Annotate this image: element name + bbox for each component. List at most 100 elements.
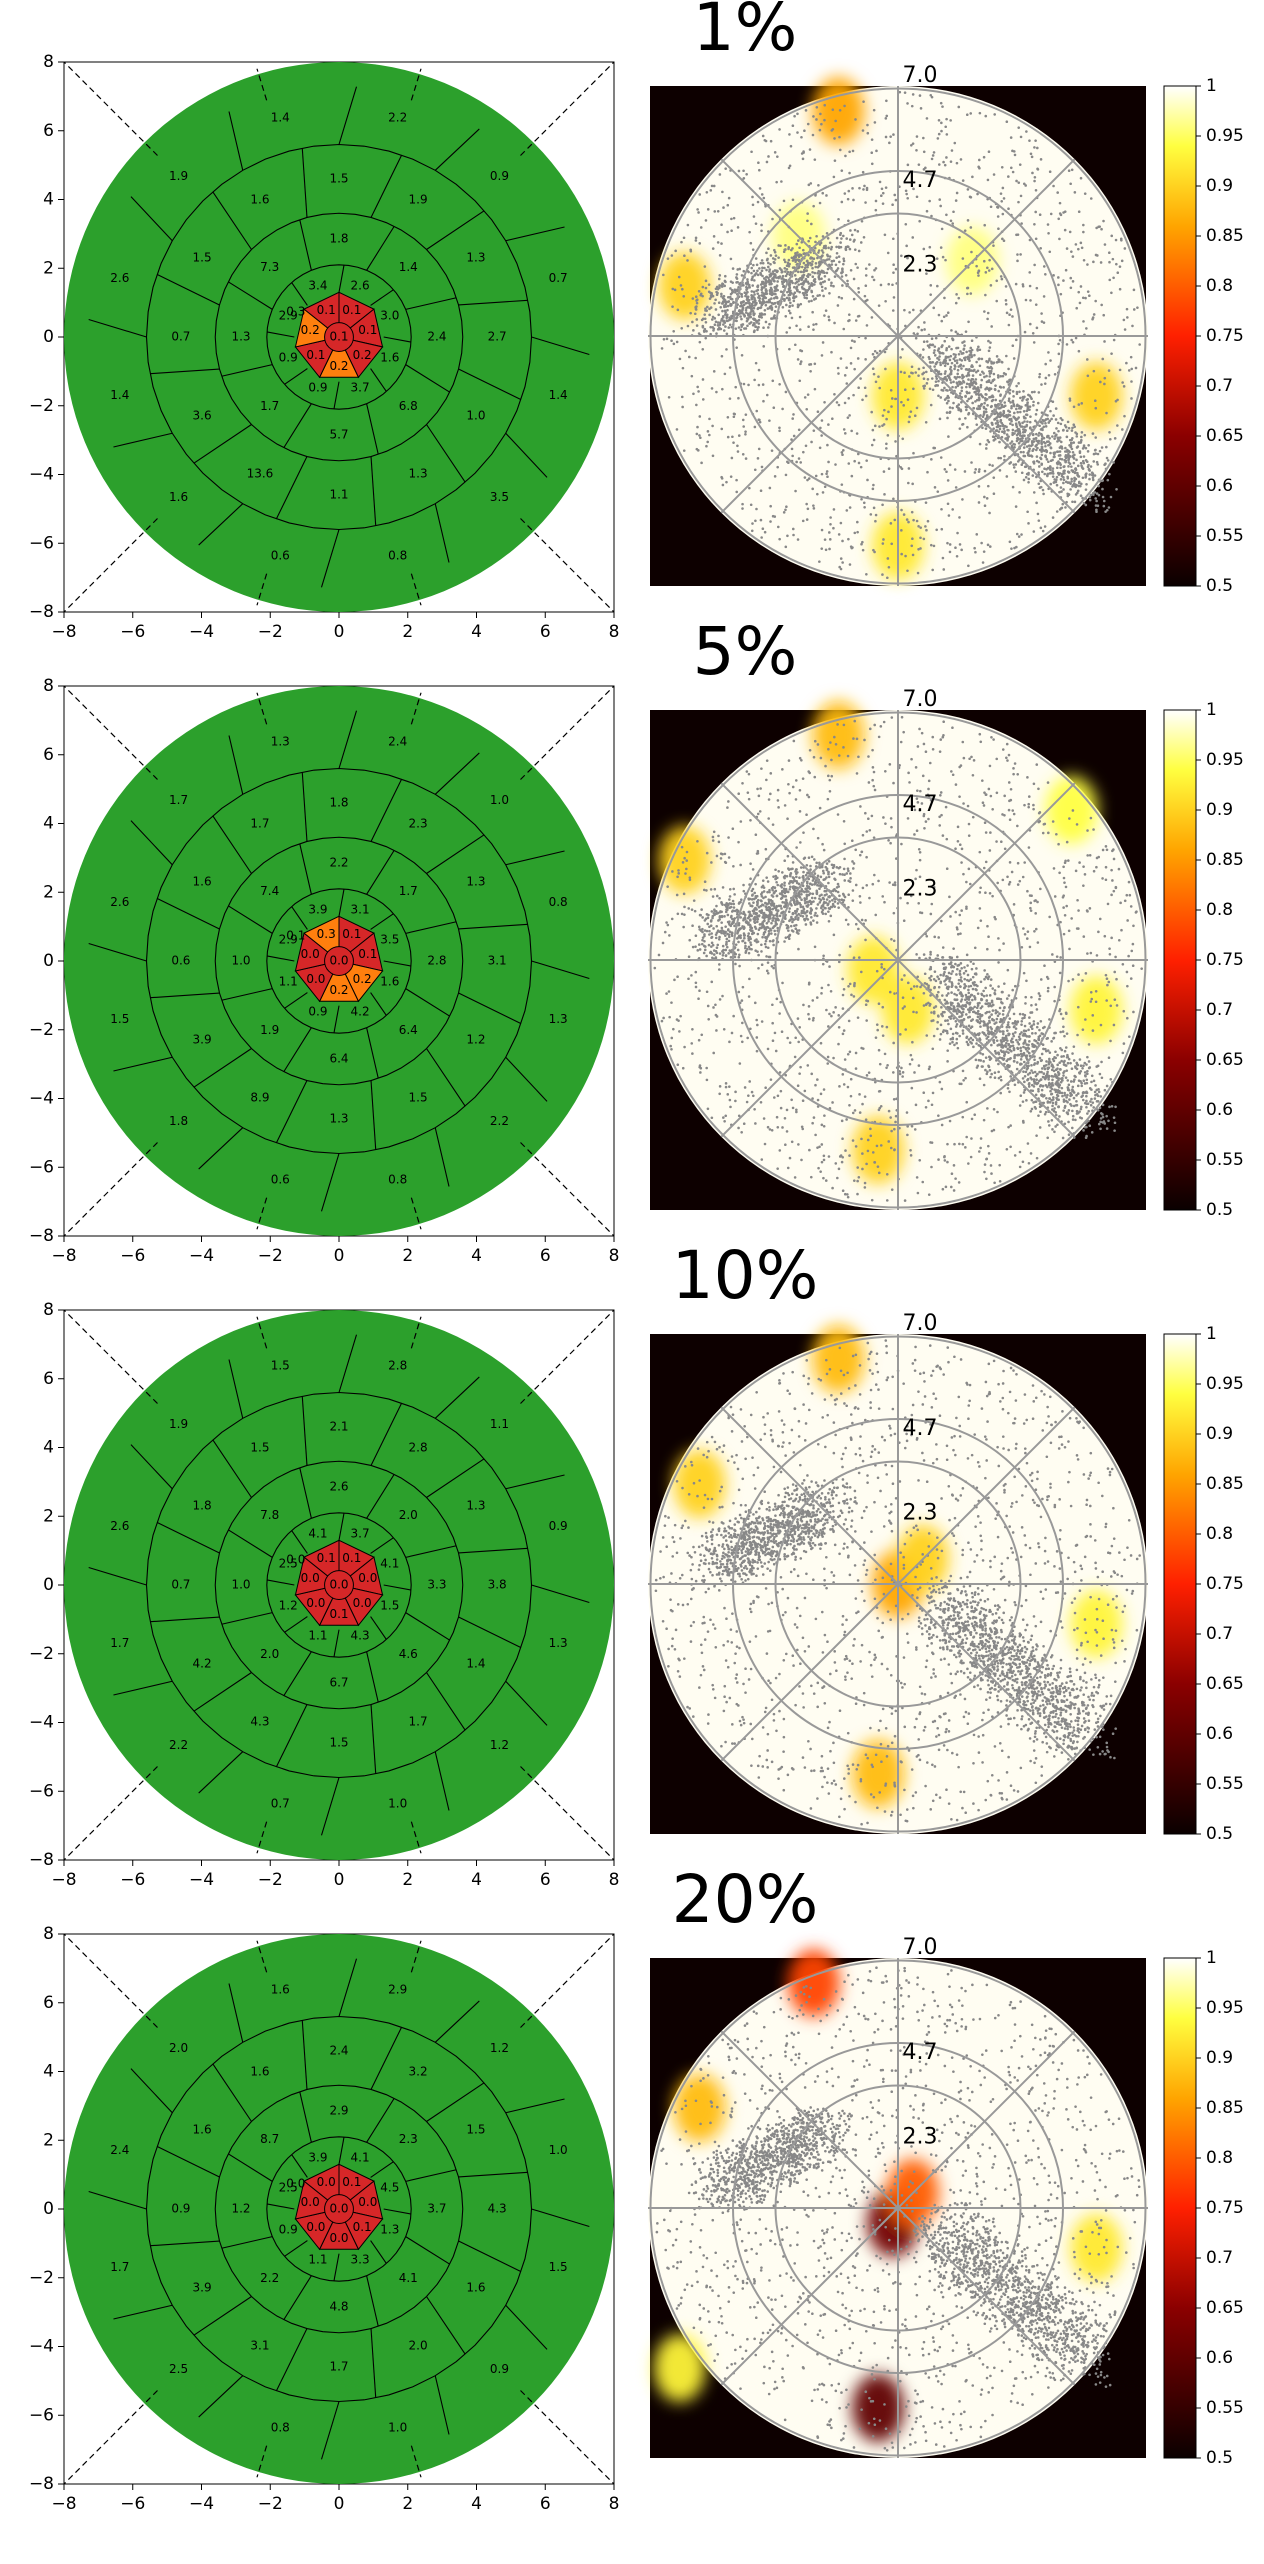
scatter-point: [996, 355, 999, 358]
scatter-point: [817, 837, 820, 840]
scatter-point: [988, 463, 991, 466]
scatter-point: [1110, 869, 1113, 872]
scatter-point: [698, 989, 701, 992]
scatter-point: [796, 131, 799, 134]
scatter-point: [861, 1103, 864, 1106]
scatter-point: [1010, 788, 1013, 791]
scatter-point: [755, 1019, 758, 1022]
scatter-point: [803, 274, 806, 277]
scatter-point: [690, 974, 693, 977]
scatter-point: [1079, 302, 1082, 305]
scatter-point: [1014, 154, 1017, 157]
scatter-point: [958, 1082, 961, 1085]
scatter-point: [906, 1134, 909, 1137]
scatter-point: [742, 169, 745, 172]
scatter-point: [782, 275, 785, 278]
scatter-point: [1064, 424, 1067, 427]
scatter-point: [769, 505, 772, 508]
scatter-point: [745, 457, 748, 460]
scatter-point: [951, 1172, 954, 1175]
scatter-point: [1002, 187, 1005, 190]
scatter-point: [1040, 383, 1043, 386]
scatter-point: [841, 483, 844, 486]
scatter-point: [856, 772, 859, 775]
scatter-point: [986, 366, 989, 369]
scatter-point: [834, 120, 837, 123]
scatter-point: [979, 373, 982, 376]
scatter-point: [1026, 776, 1029, 779]
colorbar-tick-label: 0.85: [1206, 226, 1244, 246]
scatter-point: [823, 1155, 826, 1158]
scatter-point: [813, 278, 816, 281]
scatter-point: [1013, 412, 1016, 415]
scatter-point: [755, 362, 758, 365]
scatter-point: [1056, 191, 1059, 194]
scatter-point: [789, 312, 792, 315]
scatter-point: [835, 256, 838, 259]
scatter-point: [838, 296, 841, 299]
scatter-point: [677, 872, 680, 875]
scatter-point: [937, 380, 940, 383]
scatter-point: [769, 793, 772, 796]
scatter-point: [912, 93, 915, 96]
scatter-point: [1004, 437, 1007, 440]
scatter-point: [1128, 881, 1131, 884]
scatter-point: [844, 192, 847, 195]
scatter-point: [1057, 284, 1060, 287]
scatter-point: [800, 360, 803, 363]
scatter-point: [863, 739, 866, 742]
scatter-point: [727, 416, 730, 419]
scatter-point: [947, 400, 950, 403]
scatter-point: [1015, 505, 1018, 508]
scatter-point: [892, 883, 895, 886]
scatter-point: [935, 377, 938, 380]
scatter-point: [1042, 493, 1045, 496]
scatter-point: [718, 274, 721, 277]
scatter-point: [788, 298, 791, 301]
scatter-point: [1078, 403, 1081, 406]
scatter-point: [1024, 996, 1027, 999]
colorbar-tick-label: 0.5: [1206, 576, 1233, 596]
scatter-point: [1130, 905, 1133, 908]
scatter-point: [678, 1030, 681, 1033]
scatter-point: [1016, 392, 1019, 395]
scatter-point: [990, 325, 993, 328]
scatter-point: [826, 1062, 829, 1065]
scatter-point: [664, 931, 667, 934]
scatter-point: [831, 260, 834, 263]
scatter-point: [918, 1064, 921, 1067]
scatter-point: [837, 372, 840, 375]
scatter-point: [1035, 928, 1038, 931]
scatter-point: [769, 1128, 772, 1131]
scatter-point: [901, 348, 904, 351]
scatter-point: [972, 816, 975, 819]
scatter-point: [978, 405, 981, 408]
y-tick-label: −2: [29, 396, 54, 416]
scatter-point: [972, 774, 975, 777]
scatter-point: [1064, 860, 1067, 863]
scatter-point: [1067, 453, 1070, 456]
scatter-point: [857, 287, 860, 290]
scatter-point: [760, 1101, 763, 1104]
scatter-point: [1015, 180, 1018, 183]
x-tick-label: −8: [51, 1246, 76, 1266]
scatter-point: [957, 365, 960, 368]
scatter-point: [802, 1099, 805, 1102]
scatter-point: [1031, 156, 1034, 159]
scatter-point: [784, 804, 787, 807]
scatter-point: [929, 293, 932, 296]
scatter-point: [746, 278, 749, 281]
scatter-point: [1123, 415, 1126, 418]
scatter-point: [930, 1166, 933, 1169]
scatter-point: [974, 947, 977, 950]
y-tick-label: 6: [43, 745, 54, 765]
scatter-point: [990, 1164, 993, 1167]
scatter-point: [800, 279, 803, 282]
scatter-point: [772, 257, 775, 260]
scatter-point: [853, 298, 856, 301]
scatter-point: [757, 326, 760, 329]
scatter-point: [1030, 153, 1033, 156]
scatter-point: [944, 164, 947, 167]
scatter-point: [694, 357, 697, 360]
scatter-point: [884, 1053, 887, 1056]
